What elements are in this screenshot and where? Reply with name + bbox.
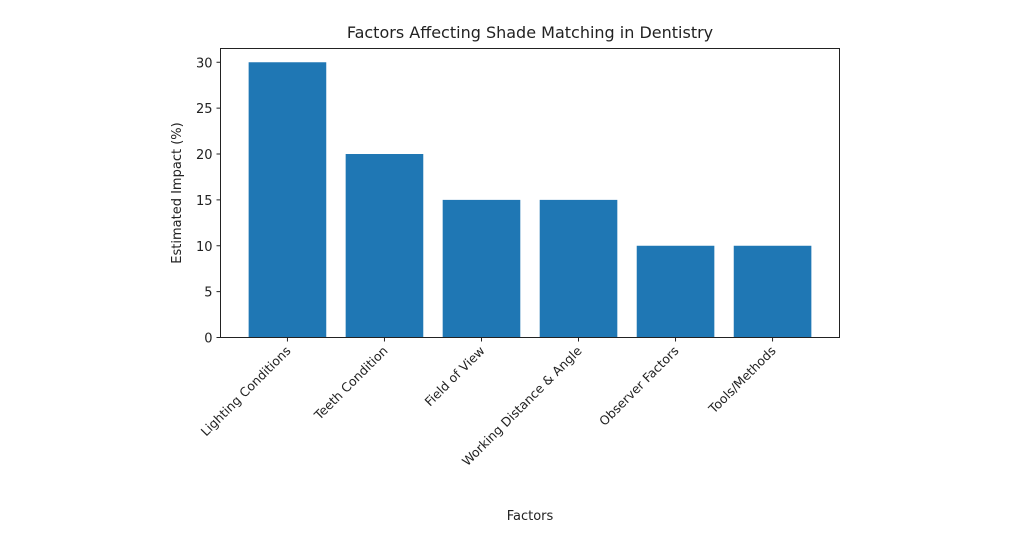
bar (345, 154, 424, 338)
bar (733, 245, 812, 338)
x-tick-label: Tools/Methods (705, 343, 779, 417)
y-tick-label: 20 (196, 148, 213, 163)
x-tick-label: Lighting Conditions (198, 343, 294, 439)
y-tick-label: 30 (196, 56, 213, 71)
x-tick-label: Teeth Condition (310, 343, 390, 423)
y-tick-label: 10 (196, 240, 213, 255)
x-axis-label: Factors (507, 509, 554, 524)
plot-frame (220, 48, 840, 338)
y-axis-label: Estimated Impact (%) (170, 122, 185, 263)
y-tick-label: 0 (204, 332, 212, 347)
y-tick-label: 5 (204, 286, 212, 301)
bar (442, 199, 521, 338)
y-tick-label: 15 (196, 194, 213, 209)
bar (248, 62, 327, 338)
y-tick-label: 25 (196, 102, 213, 117)
x-tick-label: Field of View (421, 343, 487, 409)
chart-title: Factors Affecting Shade Matching in Dent… (347, 23, 713, 42)
bar (636, 245, 715, 338)
bar (539, 199, 618, 338)
x-tick-label: Observer Factors (596, 343, 682, 429)
